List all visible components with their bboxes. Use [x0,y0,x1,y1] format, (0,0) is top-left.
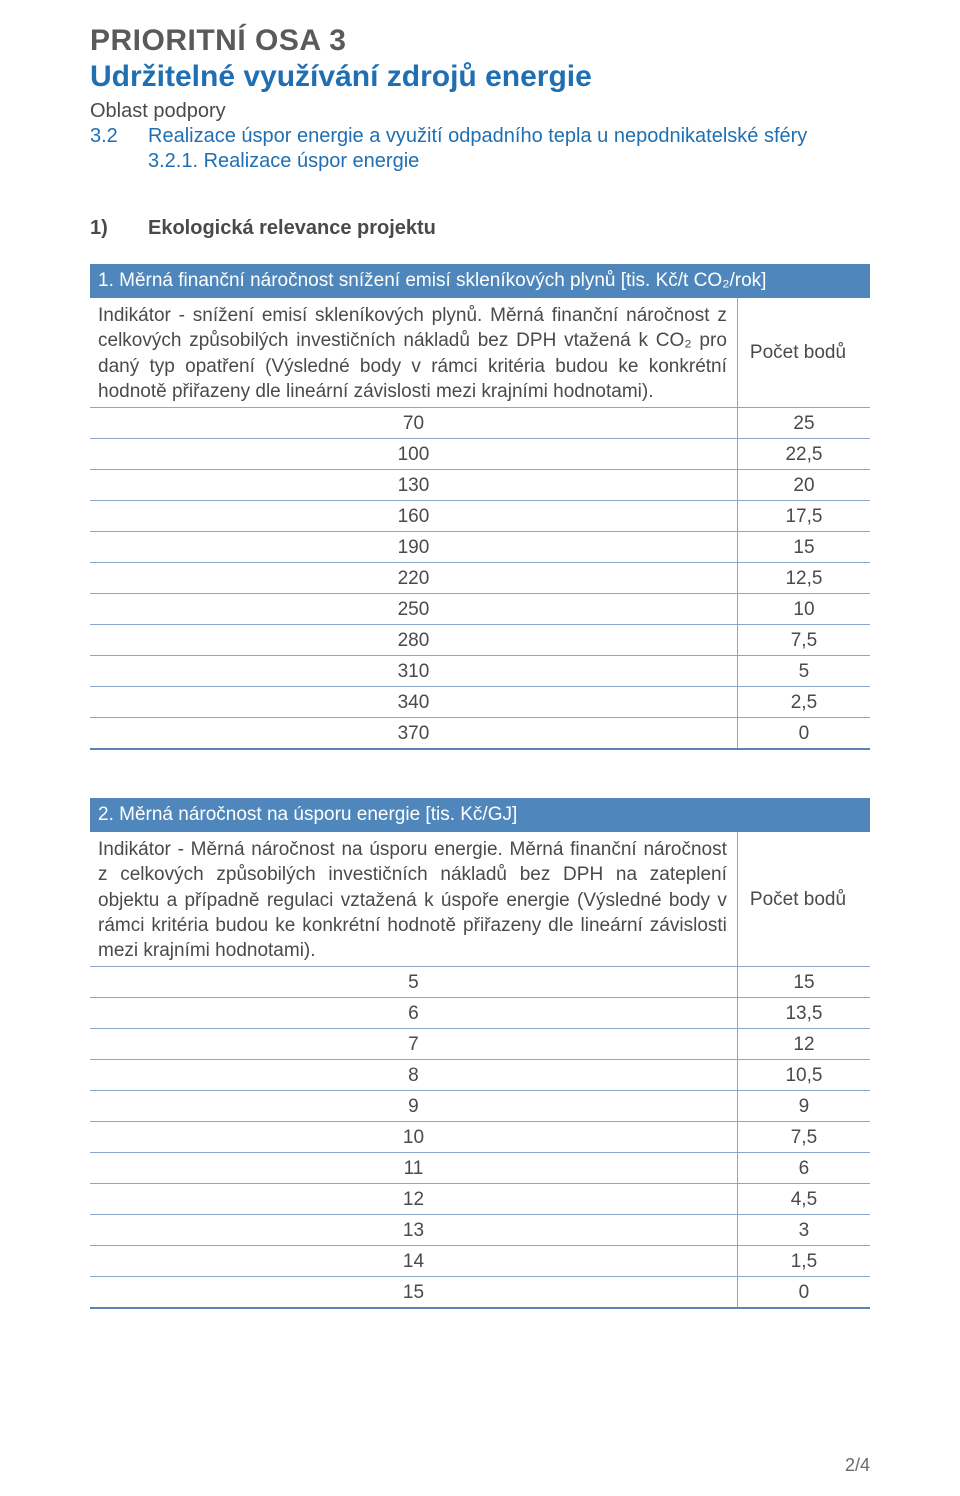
criteria-table-1-row: 19015 [90,532,870,563]
criteria-table-2-value: 7 [90,1029,737,1060]
criteria-table-1-row: 3402,5 [90,687,870,718]
criteria-table-2-value: 11 [90,1153,737,1184]
criteria-table-2-row: 133 [90,1215,870,1246]
criteria-table-2-points: 1,5 [737,1246,870,1277]
criteria-table-1-value: 190 [90,532,737,563]
criteria-table-1-header: 1. Měrná finanční náročnost snížení emis… [90,265,870,297]
criteria-table-1-value: 250 [90,594,737,625]
criteria-table-1-value: 70 [90,408,737,439]
line-3-2-1: 3.2.1. Realizace úspor energie [148,150,870,173]
criteria-table-2-row: 116 [90,1153,870,1184]
criteria-table-1-row: 3105 [90,656,870,687]
criteria-table-1-value: 130 [90,470,737,501]
criteria-table-1-value: 100 [90,439,737,470]
criteria-table-2-points: 10,5 [737,1060,870,1091]
section-1-text: Ekologická relevance projektu [148,217,436,240]
criteria-table-2-value: 12 [90,1184,737,1215]
criteria-table-1-points: 5 [737,656,870,687]
criteria-table-2-row: 107,5 [90,1122,870,1153]
criteria-table-2-desc: Indikátor - Měrná náročnost na úsporu en… [90,831,737,967]
criteria-table-1-points: 10 [737,594,870,625]
criteria-table-2-points: 0 [737,1277,870,1309]
subhead-oblast: Oblast podpory [90,100,870,123]
criteria-table-2-points: 3 [737,1215,870,1246]
criteria-table-2-row: 810,5 [90,1060,870,1091]
criteria-table-1-value: 370 [90,718,737,750]
page-number: 2/4 [845,1455,870,1476]
page-title-1: PRIORITNÍ OSA 3 [90,24,870,58]
page-title-2: Udržitelné využívání zdrojů energie [90,60,870,94]
criteria-table-1-value: 310 [90,656,737,687]
criteria-table-2-value: 9 [90,1091,737,1122]
criteria-table-2-points: 13,5 [737,998,870,1029]
criteria-table-1-points: 25 [737,408,870,439]
criteria-table-1-row: 10022,5 [90,439,870,470]
criteria-table-2-row: 515 [90,967,870,998]
criteria-table-2-points: 9 [737,1091,870,1122]
criteria-table-2-row: 99 [90,1091,870,1122]
criteria-table-2-value: 6 [90,998,737,1029]
criteria-table-1-row: 7025 [90,408,870,439]
criteria-table-1-row: 2807,5 [90,625,870,656]
criteria-table-2-row: 613,5 [90,998,870,1029]
criteria-table-2-header: 2. Měrná náročnost na úsporu energie [ti… [90,799,870,831]
criteria-table-2-pts-label: Počet bodů [737,831,870,967]
criteria-table-1-value: 340 [90,687,737,718]
criteria-table-1-points: 22,5 [737,439,870,470]
criteria-table-2-points: 4,5 [737,1184,870,1215]
criteria-table-1-value: 160 [90,501,737,532]
criteria-table-2-points: 6 [737,1153,870,1184]
criteria-table-1-row: 22012,5 [90,563,870,594]
criteria-table-2-points: 7,5 [737,1122,870,1153]
criteria-table-2-points: 12 [737,1029,870,1060]
section-1-num: 1) [90,217,148,240]
criteria-table-1-pts-label: Počet bodů [737,297,870,408]
criteria-table-2-points: 15 [737,967,870,998]
criteria-table-1: 1. Měrná finanční náročnost snížení emis… [90,264,870,750]
criteria-table-2-value: 15 [90,1277,737,1309]
line-3-2-text: Realizace úspor energie a využití odpadn… [148,125,807,148]
criteria-table-1-row: 13020 [90,470,870,501]
criteria-table-2-row: 141,5 [90,1246,870,1277]
line-3-2-num: 3.2 [90,125,148,148]
criteria-table-1-value: 280 [90,625,737,656]
criteria-table-2-value: 14 [90,1246,737,1277]
criteria-table-2-row: 712 [90,1029,870,1060]
criteria-table-2-row: 124,5 [90,1184,870,1215]
criteria-table-1-row: 16017,5 [90,501,870,532]
criteria-table-1-points: 2,5 [737,687,870,718]
criteria-table-2: 2. Měrná náročnost na úsporu energie [ti… [90,798,870,1309]
criteria-table-1-points: 17,5 [737,501,870,532]
criteria-table-2-row: 150 [90,1277,870,1309]
criteria-table-1-points: 7,5 [737,625,870,656]
criteria-table-1-value: 220 [90,563,737,594]
criteria-table-1-row: 3700 [90,718,870,750]
criteria-table-2-value: 13 [90,1215,737,1246]
criteria-table-2-value: 10 [90,1122,737,1153]
criteria-table-1-points: 0 [737,718,870,750]
criteria-table-1-points: 15 [737,532,870,563]
criteria-table-1-desc: Indikátor - snížení emisí skleníkových p… [90,297,737,408]
criteria-table-1-row: 25010 [90,594,870,625]
criteria-table-2-value: 8 [90,1060,737,1091]
criteria-table-1-points: 20 [737,470,870,501]
criteria-table-2-value: 5 [90,967,737,998]
criteria-table-1-points: 12,5 [737,563,870,594]
